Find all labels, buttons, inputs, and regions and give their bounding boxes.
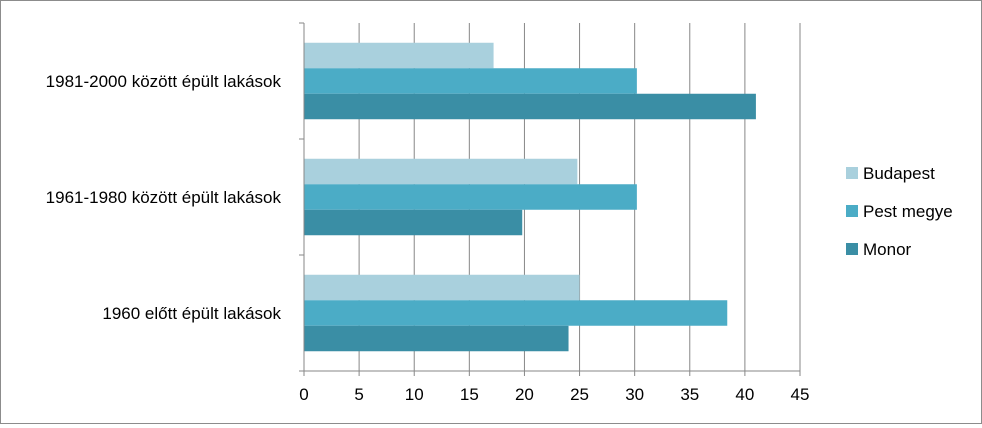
category-label: 1960 előtt épült lakások [102,304,281,323]
bar-budapest-1 [304,158,578,185]
bar-budapest-2 [304,274,580,301]
x-tick-label: 5 [354,385,363,404]
bars [304,42,756,352]
bar-pest-megye-2 [304,300,728,326]
legend-label: Pest megye [863,202,953,221]
x-tick-label: 0 [299,385,308,404]
bar-monor-1 [304,209,523,236]
x-tick-label: 40 [735,385,754,404]
x-tick-label: 15 [460,385,479,404]
legend-swatch-budapest [846,167,858,179]
bar-budapest-0 [304,42,494,69]
x-tick-label: 20 [515,385,534,404]
x-tick-label: 25 [570,385,589,404]
x-tick-labels: 0 5 10 15 20 25 30 35 40 45 [299,385,809,404]
x-tick-label: 30 [625,385,644,404]
x-tick-label: 10 [405,385,424,404]
axes [299,22,801,376]
category-labels: 1981-2000 között épült lakások 1961-1980 … [46,72,282,323]
legend-label: Budapest [863,164,935,183]
x-tick-label: 35 [680,385,699,404]
bar-monor-0 [304,93,756,120]
legend: Budapest Pest megye Monor [846,164,953,259]
legend-swatch-pest-megye [846,205,858,217]
x-tick-label: 45 [791,385,810,404]
category-label: 1981-2000 között épült lakások [46,72,282,91]
category-label: 1961-1980 között épült lakások [46,188,282,207]
bar-pest-megye-1 [304,184,637,210]
bar-monor-2 [304,325,569,352]
legend-label: Monor [863,240,912,259]
legend-swatch-monor [846,243,858,255]
bar-pest-megye-0 [304,68,637,94]
